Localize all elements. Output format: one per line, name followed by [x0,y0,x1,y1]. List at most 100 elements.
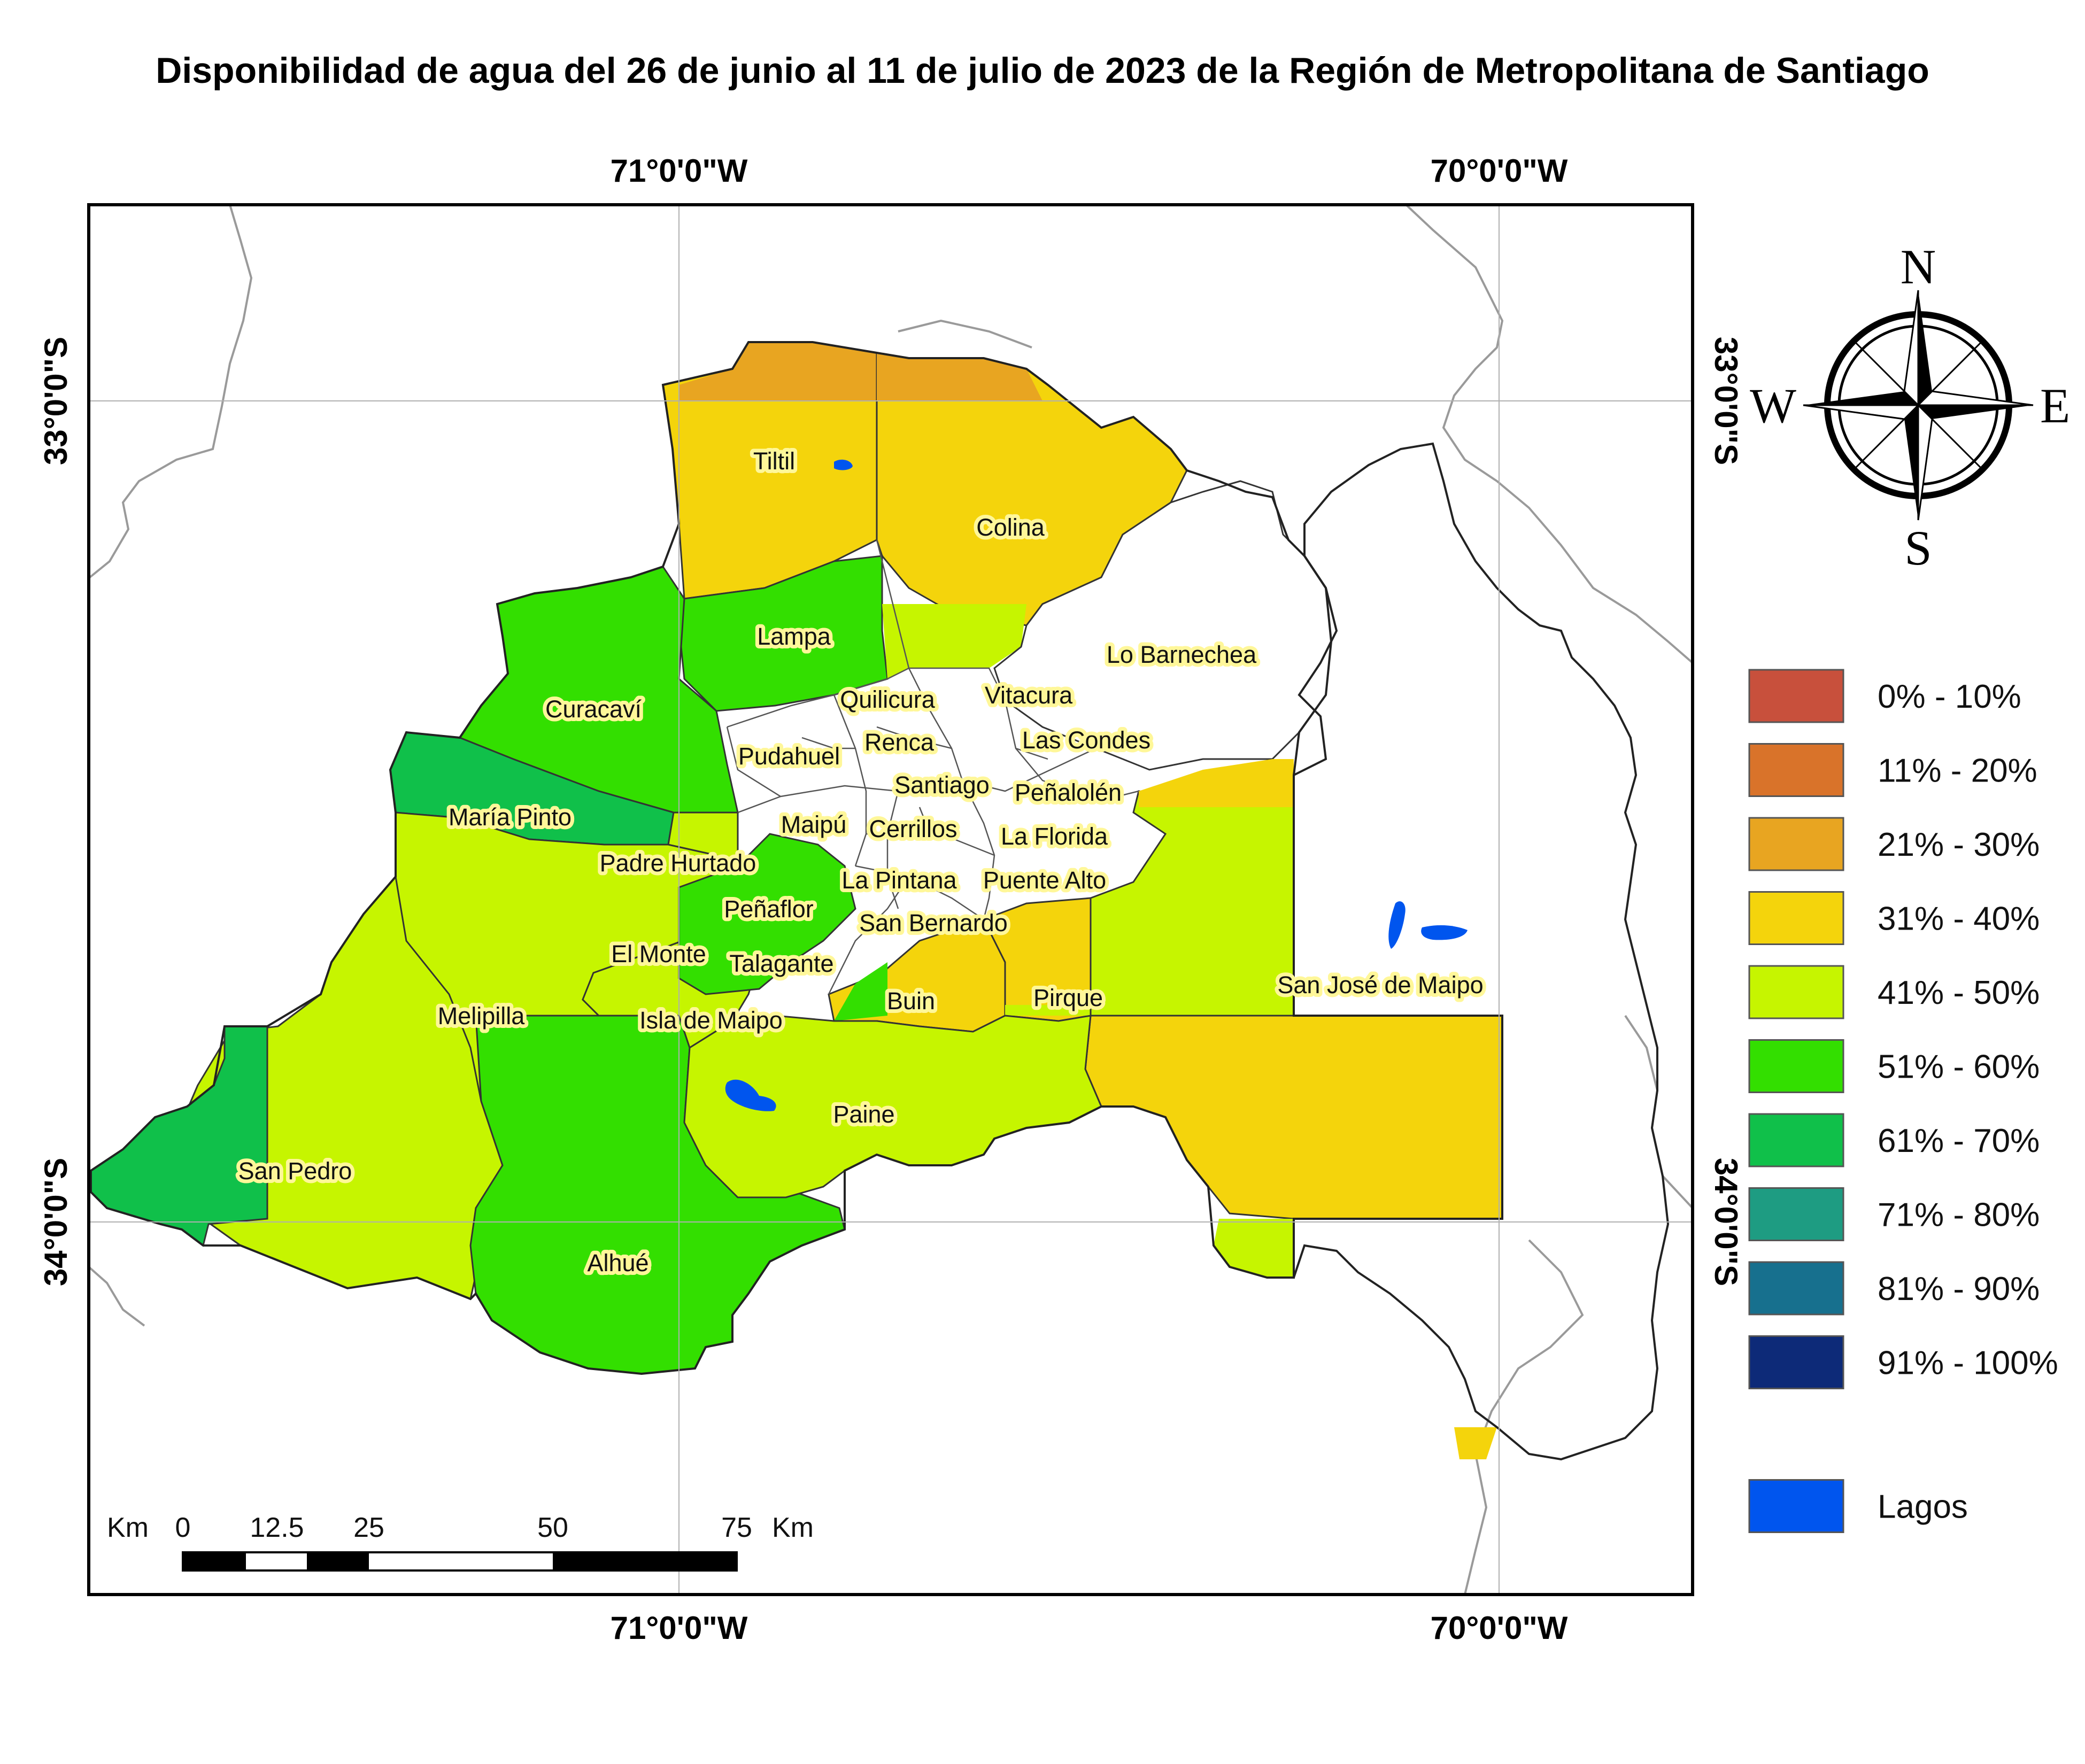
lat-right-south: 34°0'0"S [1708,1158,1744,1286]
compass-north: N [1901,239,1936,294]
lake-andes-2 [1421,925,1468,940]
lon-top-west: 71°0'0"W [611,153,748,189]
scale-tick-25: 25 [353,1512,384,1543]
compass-east: E [2040,378,2070,433]
legend-swatch [1748,891,1844,945]
label-maipu: Maipú [781,811,847,838]
legend-label: 41% - 50% [1878,974,2040,1011]
lake-andes-1 [1388,901,1406,949]
label-san-pedro: San Pedro [238,1157,352,1185]
legend-label: 51% - 60% [1878,1049,2040,1086]
zone-san-jose-tip [1454,1427,1497,1459]
label-renca: Renca [864,729,935,756]
zone-penaflor-talagante [678,833,856,995]
compass-west: W [1750,378,1796,433]
legend-swatch [1748,669,1844,723]
legend-label: 11% - 20% [1878,753,2037,790]
scale-unit-right: Km [772,1512,814,1543]
map-frame: Tiltil Colina Lampa Lo Barnechea Quilicu… [87,203,1694,1596]
legend-swatch [1748,1187,1844,1241]
graticule [89,205,1693,1595]
legend-label: 61% - 70% [1878,1123,2040,1159]
label-buin: Buin [887,987,935,1015]
label-san-bernardo: San Bernardo [859,909,1008,937]
zone-tiltil-north [679,342,877,401]
urban-commune-boundaries [726,539,1139,995]
label-el-monte: El Monte [611,940,706,968]
legend-lakes-swatch [1748,1479,1844,1533]
label-quilicura: Quilicura [840,686,936,713]
label-vitacura: Vitacura [985,682,1073,709]
neighbor-region-outlines [88,204,1694,1595]
label-paine: Paine [833,1101,894,1128]
legend-label: 81% - 90% [1878,1271,2040,1307]
lat-left-north: 33°0'0"S [38,337,74,465]
map-title: Disponibilidad de agua del 26 de junio a… [156,50,1929,91]
legend-lakes-label: Lagos [1878,1489,1968,1526]
scale-tick-12-5: 12.5 [250,1512,304,1543]
label-colina: Colina [976,514,1045,541]
label-la-pintana: La Pintana [841,866,957,894]
legend: 0% - 10% 11% - 20% 21% - 30% 31% - 40% 41% -… [1748,669,2058,1533]
coordinate-labels: 71°0'0"W 70°0'0"W 71°0'0"W 70°0'0"W 33°0… [38,153,1744,1646]
legend-label: 21% - 30% [1878,826,2040,863]
label-talagante: Talagante [729,950,833,977]
label-las-condes: Las Condes [1022,726,1150,754]
legend-label: 71% - 80% [1878,1197,2040,1234]
scale-tick-75: 75 [721,1512,752,1543]
legend-swatch [1748,1039,1844,1093]
legend-label: 91% - 100% [1878,1345,2058,1382]
label-isla-de-maipo: Isla de Maipo [639,1007,783,1034]
map-border [87,203,1694,1596]
lon-bottom-west: 71°0'0"W [611,1610,748,1646]
zone-san-jose-top [1139,759,1294,807]
label-alhue: Alhué [587,1249,648,1276]
label-puente-alto: Puente Alto [983,866,1106,894]
label-la-florida: La Florida [1001,823,1108,850]
compass-south: S [1904,521,1932,575]
scale-unit-left: Km [107,1512,149,1543]
label-tiltil: Tiltil [753,447,795,475]
lat-right-north: 33°0'0"S [1708,337,1744,465]
legend-swatch [1748,965,1844,1019]
label-padre-hurtado: Padre Hurtado [600,849,756,877]
commune-labels: Tiltil Colina Lampa Lo Barnechea Quilicu… [235,444,1487,1280]
label-lampa: Lampa [757,623,831,650]
lon-top-east: 70°0'0"W [1431,153,1568,189]
label-pirque: Pirque [1033,984,1103,1011]
zone-lampa-east [882,604,1026,679]
zone-pirque-green [1005,1005,1091,1016]
region-outline [90,341,1503,1375]
zone-colina-north [877,353,1042,401]
scale-tick-0: 0 [175,1512,191,1543]
region-fill [90,341,1670,1461]
scale-bar: Km 0 12.5 25 50 75 Km [107,1512,814,1572]
label-curacavi: Curacaví [545,695,642,723]
label-lo-barnechea: Lo Barnechea [1107,641,1257,668]
legend-swatch [1748,743,1844,797]
lake-tiltil [834,459,853,470]
lat-left-south: 34°0'0"S [38,1158,74,1286]
legend-swatch [1748,817,1844,871]
legend-swatch [1748,1335,1844,1389]
label-penaflor: Peñaflor [724,895,814,923]
label-santiago: Santiago [894,771,990,799]
compass-cardinal-points [1803,290,2034,521]
legend-label: 31% - 40% [1878,901,2040,938]
label-maria-pinto: María Pinto [449,803,572,831]
label-pudahuel: Pudahuel [738,742,840,770]
legend-swatch [1748,1113,1844,1167]
zone-san-jose-bottom-green [1214,1219,1294,1278]
label-melipilla: Melipilla [438,1002,526,1030]
label-san-jose-de-maipo: San José de Maipo [1277,971,1483,999]
legend-label: 0% - 10% [1878,678,2021,715]
zone-buin-green [834,962,887,1021]
lon-bottom-east: 70°0'0"W [1431,1610,1568,1646]
label-cerrillos: Cerrillos [869,815,957,842]
andes-outline [1293,442,1670,1461]
lake-aculeo [725,1079,776,1111]
scale-tick-50: 50 [537,1512,568,1543]
compass-rose: N S E W [1750,239,2070,575]
legend-swatch [1748,1261,1844,1316]
